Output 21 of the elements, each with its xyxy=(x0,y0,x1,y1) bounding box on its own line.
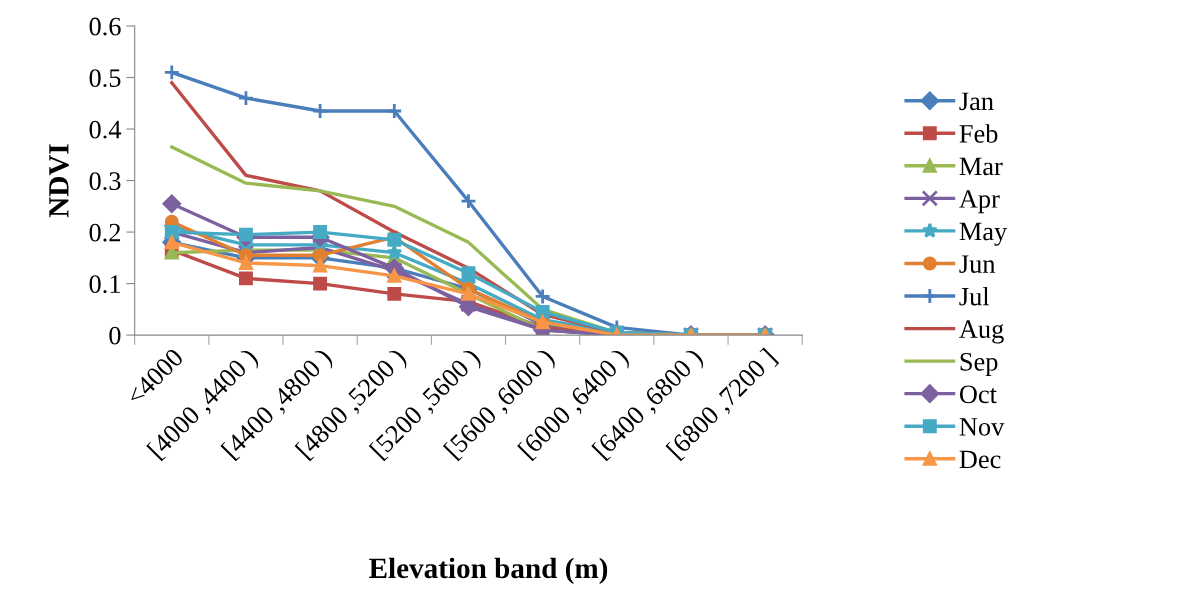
y-tick-label: 0.5 xyxy=(89,69,121,88)
y-tick-label: 0.4 xyxy=(89,120,122,139)
legend-label: Aug xyxy=(959,320,1004,344)
legend-label: Feb xyxy=(959,124,998,143)
y-tick-label: 0.1 xyxy=(89,275,120,294)
y-axis-title: NDVI xyxy=(49,144,69,218)
legend-label: Jan xyxy=(959,92,994,111)
legend-label: Nov xyxy=(959,418,1005,436)
legend-label: Mar xyxy=(959,157,1003,176)
legend-label: Dec xyxy=(959,450,1001,469)
y-tick-label: 0 xyxy=(109,326,121,345)
legend-label: Jun xyxy=(959,255,996,273)
y-tick-label: 0.2 xyxy=(89,223,121,242)
legend-label: Jul xyxy=(959,286,990,306)
y-tick-label: 0.6 xyxy=(89,17,121,36)
legend-label: May xyxy=(959,222,1008,246)
legend-label: Sep xyxy=(960,352,998,377)
legend-label: Apr xyxy=(959,190,1000,214)
legend-label: Oct xyxy=(959,385,997,404)
y-tick-label: 0.3 xyxy=(89,172,121,191)
x-axis-title: Elevation band (m) xyxy=(369,557,608,585)
